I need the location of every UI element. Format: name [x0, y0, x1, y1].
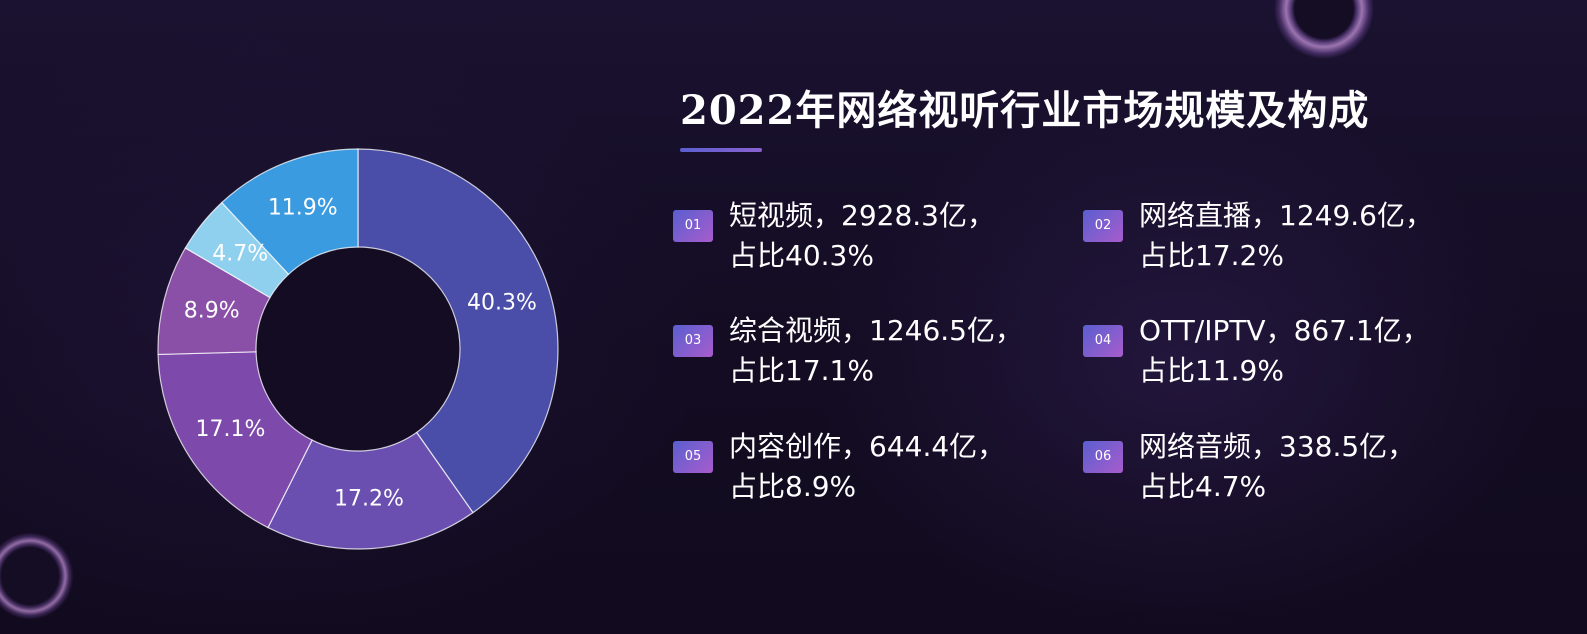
legend-line-value: 内容创作，644.4亿，: [729, 430, 1006, 463]
legend-badge: 01: [673, 210, 713, 242]
legend-badge: 02: [1083, 210, 1123, 242]
legend-line-value: 综合视频，1246.5亿，: [729, 314, 1023, 347]
slice-label-04: 11.9%: [268, 195, 338, 220]
donut-hole: [257, 248, 459, 450]
legend-text: 短视频，2928.3亿， 占比40.3%: [729, 196, 995, 276]
title-underline: [680, 148, 762, 152]
donut-slices: [157, 148, 559, 550]
legend-badge: 03: [673, 325, 713, 357]
legend-line-share: 占比17.2%: [1139, 239, 1284, 272]
slice-label-03: 17.1%: [196, 417, 266, 442]
decorative-ring-top: [1263, 0, 1385, 70]
legend-text: 内容创作，644.4亿， 占比8.9%: [729, 427, 1005, 507]
donut-slice-labels: 40.3% 17.2% 17.1% 8.9% 4.7%11.9%: [184, 195, 537, 511]
legend-text: 网络直播，1249.6亿， 占比17.2%: [1139, 196, 1433, 276]
legend-badge: 05: [673, 441, 713, 473]
slice-label-02: 17.2%: [334, 487, 404, 512]
donut-chart: 40.3% 17.2% 17.1% 8.9% 4.7%11.9%: [157, 148, 559, 550]
legend-badge: 06: [1083, 441, 1123, 473]
legend-line-value: 网络音频，338.5亿，: [1139, 430, 1416, 463]
donut-slice-01: [357, 148, 559, 514]
legend-line-value: 短视频，2928.3亿，: [729, 199, 995, 232]
donut-slice-03: [157, 351, 313, 529]
legend-line-share: 占比8.9%: [729, 470, 857, 503]
slice-label-01: 40.3%: [467, 290, 537, 315]
legend-line-value: OTT/IPTV，867.1亿，: [1139, 314, 1430, 347]
legend-badge: 04: [1083, 325, 1123, 357]
legend-text: OTT/IPTV，867.1亿， 占比11.9%: [1139, 311, 1430, 391]
legend-line-share: 占比4.7%: [1139, 470, 1267, 503]
legend-line-share: 占比40.3%: [729, 239, 874, 272]
legend-text: 综合视频，1246.5亿， 占比17.1%: [729, 311, 1023, 391]
legend-line-value: 网络直播，1249.6亿，: [1139, 199, 1433, 232]
chart-title: 2022年网络视听行业市场规模及构成: [680, 87, 1370, 134]
donut-slice-02: [267, 431, 474, 550]
decorative-ring-bottom: [0, 528, 78, 624]
donut-slice-04: [220, 148, 359, 276]
legend-line-share: 占比11.9%: [1139, 354, 1284, 387]
slice-label-05: 8.9%: [184, 298, 240, 323]
legend-line-share: 占比17.1%: [729, 354, 874, 387]
legend-text: 网络音频，338.5亿， 占比4.7%: [1139, 427, 1415, 507]
slice-label-06: 4.7%: [212, 242, 268, 267]
